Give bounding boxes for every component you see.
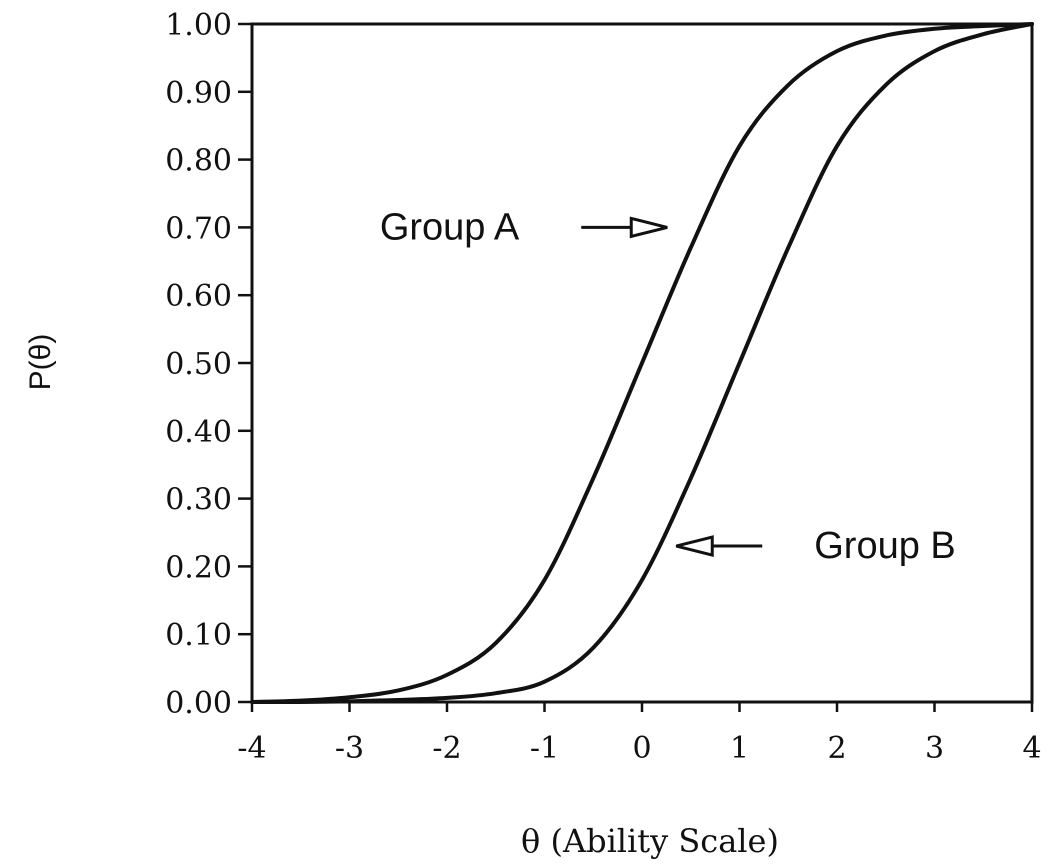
x-axis: -4 -3 -2 -1 0 1 2 3 4 <box>237 702 1042 766</box>
x-tick-label: 3 <box>925 731 944 766</box>
y-tick-label: 0.70 <box>165 211 232 246</box>
x-tick-label: -2 <box>432 731 461 766</box>
series-line-group-b <box>250 22 1034 705</box>
y-tick-label: 0.30 <box>165 483 232 518</box>
y-tick-label: 0.60 <box>165 279 232 314</box>
x-tick-label: -1 <box>530 731 559 766</box>
y-axis: 0.00 0.10 0.20 0.30 0.40 0.50 0.60 0.70 0.80 0.90… <box>165 8 252 721</box>
x-tick-label: -4 <box>237 731 266 766</box>
x-tick-label: 1 <box>730 731 749 766</box>
x-tick-label: 4 <box>1022 731 1041 766</box>
x-tick-label: 0 <box>632 731 651 766</box>
y-tick-label: 0.50 <box>165 347 232 382</box>
y-tick-label: 0.10 <box>165 618 232 653</box>
annotation-layer: Group A Group B <box>380 206 956 567</box>
y-tick-label: 0.80 <box>165 144 232 179</box>
annotation-arrowhead-group-b <box>675 535 714 557</box>
y-tick-label: 0.90 <box>165 76 232 111</box>
y-axis-title: P(θ) <box>24 334 57 391</box>
y-tick-label: 0.40 <box>165 415 232 450</box>
series-line-group-a <box>250 22 1034 704</box>
x-tick-label: -3 <box>335 731 364 766</box>
annotation-arrowhead-group-a <box>629 216 668 239</box>
x-tick-label: 2 <box>827 731 846 766</box>
annotation-label-group-b: Group B <box>814 525 956 567</box>
annotation-label-group-a: Group A <box>380 206 520 248</box>
y-tick-label: 1.00 <box>165 8 232 43</box>
y-tick-label: 0.00 <box>165 686 232 721</box>
x-axis-title: θ (Ability Scale) <box>521 822 779 860</box>
series-layer <box>250 22 1034 705</box>
y-tick-label: 0.20 <box>165 550 232 585</box>
